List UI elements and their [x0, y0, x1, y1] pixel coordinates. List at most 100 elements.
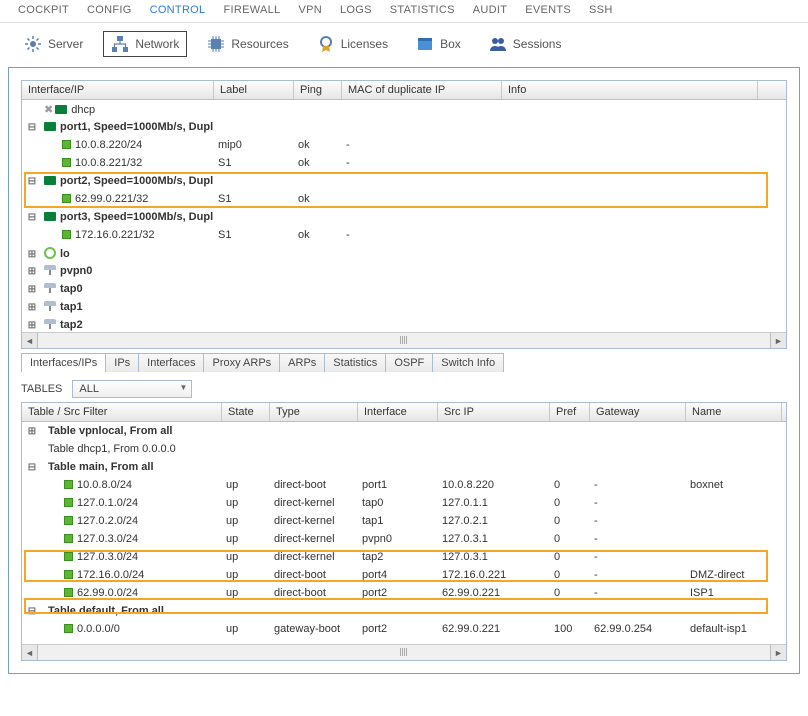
column-header[interactable]: MAC of duplicate IP — [342, 81, 502, 99]
scroll-right-button[interactable]: ► — [770, 645, 786, 660]
scroll-right-button[interactable]: ► — [770, 333, 786, 348]
tree-toggle[interactable]: ⊟ — [26, 122, 38, 133]
tree-toggle[interactable]: ⊟ — [26, 462, 38, 473]
route-row[interactable]: 127.0.2.0/24updirect-kerneltap1127.0.2.1… — [22, 512, 786, 530]
main-panel: Interface/IPLabelPingMAC of duplicate IP… — [8, 67, 800, 674]
tab-switch-info[interactable]: Switch Info — [432, 353, 504, 372]
column-header[interactable]: Interface/IP — [22, 81, 214, 99]
interface-icon — [44, 301, 56, 311]
interface-row[interactable]: ⊟port1, Speed=1000Mb/s, Duplex=Full — [22, 118, 786, 136]
interface-icon — [44, 283, 56, 293]
route-row[interactable]: 127.0.3.0/24updirect-kernelpvpn0127.0.3.… — [22, 530, 786, 548]
hscrollbar[interactable]: ◄ ► — [22, 332, 786, 348]
column-header[interactable]: Ping — [294, 81, 342, 99]
nav-control[interactable]: CONTROL — [150, 4, 206, 16]
tab-ospf[interactable]: OSPF — [385, 353, 433, 372]
status-up-icon — [64, 534, 73, 543]
interfaces-grid-body[interactable]: ✖dhcp⊟port1, Speed=1000Mb/s, Duplex=Full… — [22, 100, 786, 332]
nic-icon — [44, 176, 56, 185]
status-up-icon — [62, 140, 71, 149]
toolbar: Server Network Resources Licenses Box Session… — [0, 23, 808, 67]
route-row[interactable]: ⊟Table default, From all — [22, 602, 786, 620]
scroll-track[interactable] — [38, 333, 770, 348]
tab-statistics[interactable]: Statistics — [324, 353, 386, 372]
tables-select[interactable]: ALL — [72, 380, 192, 398]
tab-proxy-arps[interactable]: Proxy ARPs — [203, 353, 280, 372]
route-row[interactable]: 0.0.0.0/0upgateway-bootport262.99.0.2211… — [22, 620, 786, 638]
nav-logs[interactable]: LOGS — [340, 4, 372, 16]
route-row[interactable]: 62.99.0.0/24updirect-bootport262.99.0.22… — [22, 584, 786, 602]
tree-toggle[interactable]: ⊞ — [26, 266, 38, 277]
nav-cockpit[interactable]: COCKPIT — [18, 4, 69, 16]
nav-statistics[interactable]: STATISTICS — [390, 4, 455, 16]
routes-grid: Table / Src FilterStateTypeInterfaceSrc … — [21, 402, 787, 661]
toolbar-resources[interactable]: Resources — [199, 31, 296, 57]
toolbar-licenses[interactable]: Licenses — [309, 31, 396, 57]
tree-toggle[interactable]: ⊞ — [26, 302, 38, 313]
tree-toggle[interactable]: ⊟ — [26, 212, 38, 223]
nav-firewall[interactable]: FIREWALL — [223, 4, 280, 16]
route-row[interactable]: 127.0.1.0/24updirect-kerneltap0127.0.1.1… — [22, 494, 786, 512]
interface-icon — [44, 319, 56, 329]
nav-audit[interactable]: AUDIT — [473, 4, 508, 16]
interface-row[interactable]: 10.0.8.221/32S1ok- — [22, 154, 786, 172]
interface-row[interactable]: ⊞tap2 — [22, 316, 786, 332]
nic-icon — [44, 212, 56, 221]
tab-arps[interactable]: ARPs — [279, 353, 325, 372]
toolbar-server[interactable]: Server — [16, 31, 91, 57]
route-row[interactable]: Table dhcp1, From 0.0.0.0 — [22, 440, 786, 458]
nav-events[interactable]: EVENTS — [525, 4, 571, 16]
tree-toggle[interactable]: ⊟ — [26, 606, 38, 617]
route-row[interactable]: 172.16.0.0/24updirect-bootport4172.16.0.… — [22, 566, 786, 584]
interface-row[interactable]: ✖dhcp — [22, 100, 786, 118]
badge-icon — [317, 35, 335, 53]
column-header[interactable]: Src IP — [438, 403, 550, 421]
nav-ssh[interactable]: SSH — [589, 4, 613, 16]
interface-row[interactable]: 10.0.8.220/24mip0ok- — [22, 136, 786, 154]
nav-config[interactable]: CONFIG — [87, 4, 132, 16]
interface-row[interactable]: ⊟port2, Speed=1000Mb/s, Duplex=Full — [22, 172, 786, 190]
interface-row[interactable]: ⊟port3, Speed=1000Mb/s, Duplex=Full — [22, 208, 786, 226]
column-header[interactable]: Name — [686, 403, 782, 421]
tree-toggle[interactable]: ⊞ — [26, 249, 38, 260]
tree-toggle[interactable]: ⊞ — [26, 320, 38, 331]
route-row[interactable]: ⊟Table main, From all — [22, 458, 786, 476]
interface-row[interactable]: ⊞lo — [22, 244, 786, 262]
column-header[interactable]: Info — [502, 81, 758, 99]
tree-toggle[interactable]: ⊞ — [26, 284, 38, 295]
column-header[interactable]: Type — [270, 403, 358, 421]
toolbar-sessions[interactable]: Sessions — [481, 31, 570, 57]
route-row[interactable]: 10.0.8.0/24updirect-bootport110.0.8.2200… — [22, 476, 786, 494]
scroll-left-button[interactable]: ◄ — [22, 645, 38, 660]
column-header[interactable]: Interface — [358, 403, 438, 421]
column-header[interactable]: Gateway — [590, 403, 686, 421]
interface-row[interactable]: 62.99.0.221/32S1ok — [22, 190, 786, 208]
status-up-icon — [64, 624, 73, 633]
hscrollbar[interactable]: ◄ ► — [22, 644, 786, 660]
routes-grid-header: Table / Src FilterStateTypeInterfaceSrc … — [22, 403, 786, 422]
interface-row[interactable]: ⊞tap1 — [22, 298, 786, 316]
routes-grid-body[interactable]: ⊞Table vpnlocal, From allTable dhcp1, Fr… — [22, 422, 786, 644]
column-header[interactable]: Pref — [550, 403, 590, 421]
column-header[interactable]: Label — [214, 81, 294, 99]
interface-row[interactable]: 172.16.0.221/32S1ok- — [22, 226, 786, 244]
toolbar-box[interactable]: Box — [408, 31, 469, 57]
status-up-icon — [64, 588, 73, 597]
interface-row[interactable]: ⊞tap0 — [22, 280, 786, 298]
interface-row[interactable]: ⊞pvpn0 — [22, 262, 786, 280]
tab-ips[interactable]: IPs — [105, 353, 139, 372]
tree-toggle[interactable]: ⊟ — [26, 176, 38, 187]
route-row[interactable]: ⊞Table vpnlocal, From all — [22, 422, 786, 440]
tree-toggle[interactable]: ⊞ — [26, 426, 38, 437]
toolbar-network[interactable]: Network — [103, 31, 187, 57]
box-icon — [416, 35, 434, 53]
tab-interfaces[interactable]: Interfaces — [138, 353, 204, 372]
column-header[interactable]: State — [222, 403, 270, 421]
gear-icon — [24, 35, 42, 53]
scroll-track[interactable] — [38, 645, 770, 660]
nav-vpn[interactable]: VPN — [298, 4, 322, 16]
scroll-left-button[interactable]: ◄ — [22, 333, 38, 348]
route-row[interactable]: 127.0.3.0/24updirect-kerneltap2127.0.3.1… — [22, 548, 786, 566]
column-header[interactable]: Table / Src Filter — [22, 403, 222, 421]
tab-interfaces-ips[interactable]: Interfaces/IPs — [21, 353, 106, 372]
